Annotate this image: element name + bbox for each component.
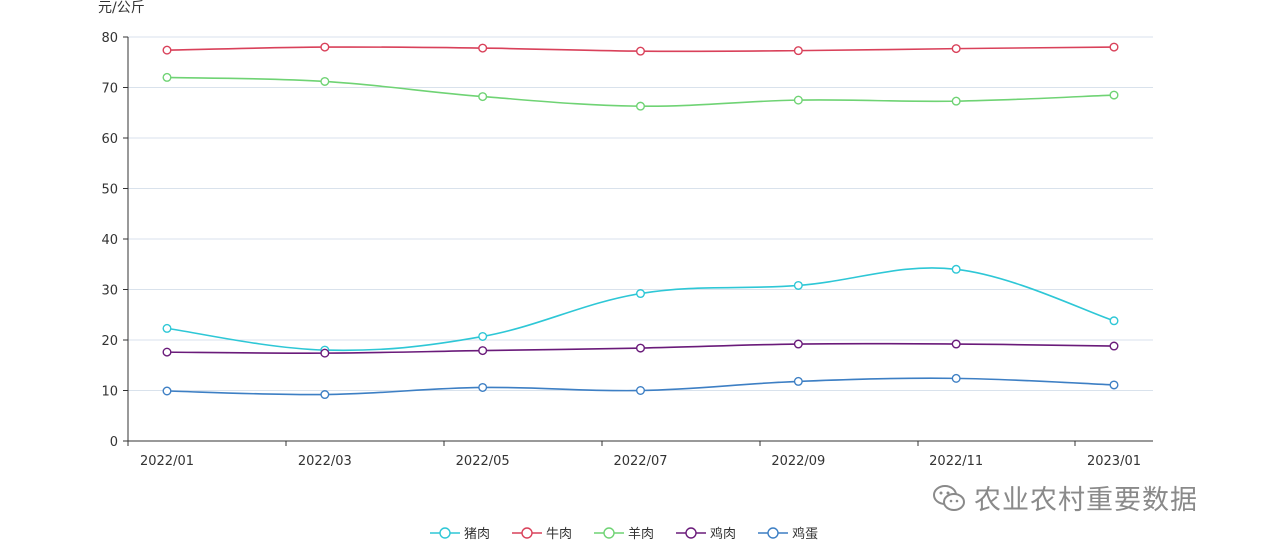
data-point[interactable]	[478, 43, 488, 53]
watermark-text: 农业农村重要数据	[974, 485, 1198, 516]
y-tick-label: 0	[110, 435, 118, 450]
data-point[interactable]	[951, 339, 961, 349]
data-point[interactable]	[951, 96, 961, 106]
watermark: 农业农村重要数据	[932, 478, 1198, 517]
series-1	[162, 42, 1119, 56]
legend-label: 牛肉	[546, 527, 573, 542]
y-tick-label: 10	[101, 385, 118, 400]
data-point[interactable]	[320, 390, 330, 400]
data-point[interactable]	[636, 46, 646, 56]
data-point[interactable]	[162, 347, 172, 357]
legend-marker	[430, 526, 460, 539]
data-point[interactable]	[162, 386, 172, 396]
x-tick-label: 2022/11	[929, 454, 983, 469]
data-point[interactable]	[1109, 42, 1119, 52]
legend-marker	[758, 526, 789, 539]
gridlines	[128, 36, 1153, 391]
series-line	[166, 267, 1115, 352]
y-axis-title: 元/公斤	[98, 0, 145, 16]
series-0	[162, 264, 1119, 355]
y-tick-label: 70	[101, 82, 118, 97]
y-tick-label: 80	[101, 31, 118, 46]
legend-item-4[interactable]: 鸡蛋	[758, 523, 818, 542]
legend-marker	[676, 526, 707, 539]
data-point[interactable]	[793, 339, 803, 349]
data-point[interactable]	[320, 42, 330, 52]
legend[interactable]: 猪肉 牛肉 羊肉 鸡肉 鸡蛋	[430, 523, 818, 542]
data-point[interactable]	[320, 76, 330, 86]
legend-label: 猪肉	[464, 527, 491, 542]
y-tick-label: 60	[101, 132, 118, 147]
y-tick-labels: 0 10 20 30 40 50 60 70 80	[101, 31, 118, 450]
data-point[interactable]	[478, 92, 488, 102]
data-point[interactable]	[162, 72, 172, 82]
series-3	[162, 339, 1119, 358]
data-point[interactable]	[162, 45, 172, 55]
y-tick-label: 20	[101, 334, 118, 349]
data-point[interactable]	[478, 346, 488, 356]
data-point[interactable]	[951, 373, 961, 383]
data-point[interactable]	[636, 343, 646, 353]
axes	[123, 36, 1153, 446]
data-point[interactable]	[162, 323, 172, 333]
data-point[interactable]	[1109, 316, 1119, 326]
data-point[interactable]	[793, 46, 803, 56]
x-tick-label: 2022/01	[140, 454, 194, 469]
legend-marker	[512, 526, 543, 539]
data-point[interactable]	[478, 382, 488, 392]
legend-item-1[interactable]: 牛肉	[512, 523, 572, 542]
data-point[interactable]	[951, 264, 961, 274]
y-tick-label: 50	[101, 183, 118, 198]
series-4	[162, 373, 1119, 400]
legend-item-3[interactable]: 鸡肉	[676, 523, 736, 542]
data-point[interactable]	[793, 95, 803, 105]
legend-label: 鸡肉	[710, 527, 737, 542]
data-point[interactable]	[793, 376, 803, 386]
legend-item-0[interactable]: 猪肉	[430, 523, 490, 542]
x-tick-label: 2023/01	[1087, 454, 1141, 469]
data-point[interactable]	[1109, 341, 1119, 351]
data-point[interactable]	[636, 101, 646, 111]
data-point[interactable]	[793, 280, 803, 290]
x-tick-label: 2022/03	[298, 454, 352, 469]
legend-label: 鸡蛋	[792, 527, 819, 542]
wechat-icon	[933, 484, 965, 511]
data-point[interactable]	[1109, 90, 1119, 100]
data-point[interactable]	[478, 331, 488, 341]
data-point[interactable]	[1109, 380, 1119, 390]
y-tick-label: 30	[101, 284, 118, 299]
data-point[interactable]	[951, 44, 961, 54]
series-lines	[162, 42, 1119, 400]
x-tick-label: 2022/05	[456, 454, 510, 469]
x-tick-labels: 2022/01 2022/03 2022/05 2022/07 2022/09 2022/…	[140, 454, 1141, 469]
legend-label: 羊肉	[628, 527, 655, 542]
data-point[interactable]	[636, 386, 646, 396]
data-point[interactable]	[320, 348, 330, 358]
y-tick-label: 40	[101, 233, 118, 248]
legend-item-2[interactable]: 羊肉	[594, 523, 654, 542]
x-tick-label: 2022/07	[613, 454, 667, 469]
legend-marker	[594, 526, 625, 539]
series-2	[162, 72, 1119, 111]
data-point[interactable]	[636, 289, 646, 299]
x-tick-label: 2022/09	[771, 454, 825, 469]
